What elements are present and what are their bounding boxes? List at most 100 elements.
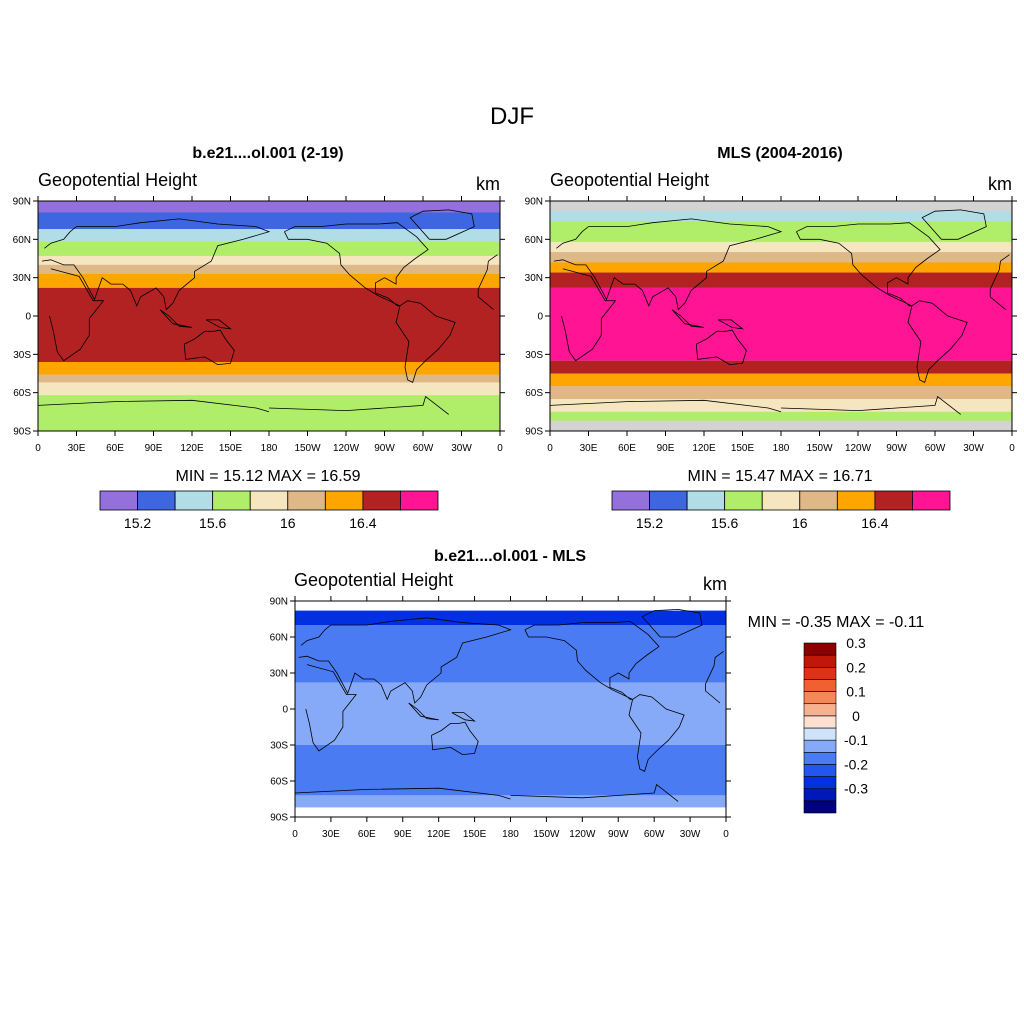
x-tick-label: 180 xyxy=(261,443,278,454)
x-tick-label: 60E xyxy=(618,443,636,454)
left-label: Geopotential Height xyxy=(294,570,453,590)
x-tick-label: 120W xyxy=(333,443,360,454)
colorbar-label: 16 xyxy=(792,515,808,531)
y-tick-label: 90S xyxy=(525,427,543,438)
colorbar-box xyxy=(174,490,214,511)
contour-band xyxy=(550,373,1012,387)
colorbar-box xyxy=(362,490,401,511)
y-tick-label: 60S xyxy=(270,777,288,788)
min-max-label: MIN = 15.12 MAX = 16.59 xyxy=(176,468,361,485)
coastline xyxy=(298,617,724,704)
colorbar-box xyxy=(287,490,326,511)
y-tick-label: 60S xyxy=(525,388,543,399)
x-tick-label: 0 xyxy=(292,829,298,840)
contour-band xyxy=(38,255,500,265)
colorbar-box xyxy=(324,490,364,511)
colorbar-box xyxy=(803,703,837,717)
units-label: km xyxy=(703,574,727,594)
contour-band xyxy=(38,201,500,213)
colorbar-box xyxy=(249,490,289,511)
x-tick-label: 30E xyxy=(322,829,340,840)
x-tick-label: 60W xyxy=(413,443,434,454)
y-tick-label: 90N xyxy=(13,197,31,208)
colorbar-label: 0 xyxy=(852,708,860,724)
page-title: DJF xyxy=(490,103,534,130)
colorbar-box xyxy=(803,727,837,741)
panel-3: b.e21....ol.001 - MLS Geopotential Height… xyxy=(270,548,925,840)
colorbar-box xyxy=(836,490,876,511)
x-tick-label: 150E xyxy=(731,443,755,454)
y-tick-label: 90N xyxy=(270,597,288,608)
y-tick-label: 90S xyxy=(270,813,288,824)
x-tick-label: 60E xyxy=(106,443,124,454)
colorbar-box xyxy=(803,751,837,765)
colorbar-label: 15.2 xyxy=(636,515,663,531)
coastline xyxy=(553,218,1010,311)
x-tick-label: 150E xyxy=(219,443,243,454)
x-tick-label: 30E xyxy=(68,443,86,454)
y-tick-label: 30N xyxy=(525,273,543,284)
x-tick-label: 90W xyxy=(608,829,629,840)
x-tick-label: 0 xyxy=(723,829,729,840)
colorbar-box xyxy=(611,490,650,511)
contour-band xyxy=(38,395,500,431)
colorbar-box xyxy=(799,490,838,511)
coastline xyxy=(408,702,439,721)
coastline xyxy=(183,329,235,366)
contour-band xyxy=(550,211,1012,222)
x-tick-label: 30W xyxy=(451,443,472,454)
colorbar-label: 0.2 xyxy=(846,659,866,675)
x-tick-label: 30W xyxy=(963,443,984,454)
x-tick-label: 180 xyxy=(773,443,790,454)
contour-band xyxy=(295,625,726,683)
x-tick-label: 120W xyxy=(845,443,872,454)
x-tick-label: 120W xyxy=(569,829,596,840)
coastlines xyxy=(294,608,724,802)
colorbar-label: 0.3 xyxy=(846,635,866,651)
colorbar: -0.3 -0.2 -0.1 0 0.1 0.2 0.3 xyxy=(803,635,868,814)
units-label: km xyxy=(988,174,1012,194)
x-tick-label: 30E xyxy=(580,443,598,454)
colorbar-box xyxy=(137,490,176,511)
panel-title: MLS (2004-2016) xyxy=(717,145,842,162)
coastline xyxy=(695,329,747,366)
contour-band xyxy=(550,262,1012,273)
contour-band xyxy=(38,241,500,256)
x-tick-label: 150W xyxy=(294,443,321,454)
colorbar-box xyxy=(803,800,837,814)
contour-band xyxy=(38,273,500,288)
y-tick-label: 0 xyxy=(282,705,288,716)
y-tick-label: 30S xyxy=(270,741,288,752)
x-tick-label: 0 xyxy=(497,443,503,454)
contour-band xyxy=(38,212,500,230)
coastline xyxy=(561,268,1006,362)
coastline xyxy=(431,721,479,756)
x-tick-label: 0 xyxy=(547,443,553,454)
x-tick-label: 150E xyxy=(463,829,487,840)
coastline xyxy=(796,222,941,307)
contour-band xyxy=(550,241,1012,253)
contour-band xyxy=(295,610,726,625)
coastline xyxy=(395,300,456,383)
colorbar-box xyxy=(724,490,763,511)
colorbar-box xyxy=(99,490,138,511)
y-tick-label: 30S xyxy=(13,350,31,361)
coastline xyxy=(41,218,498,311)
x-tick-label: 120E xyxy=(180,443,204,454)
colorbar-box xyxy=(874,490,913,511)
colorbar-box xyxy=(803,776,837,790)
colorbar-label: 15.2 xyxy=(124,515,151,531)
colorbar-label: 0.1 xyxy=(846,684,866,700)
panel-title: b.e21....ol.001 (2-19) xyxy=(192,145,343,162)
coastline xyxy=(409,209,475,240)
contour-band xyxy=(550,287,1012,361)
coastline xyxy=(641,608,703,638)
panel-1: b.e21....ol.001 (2-19) Geopotential Heigh… xyxy=(13,145,505,531)
coastline xyxy=(907,300,968,383)
colorbar-box xyxy=(803,642,837,656)
y-tick-label: 30N xyxy=(270,669,288,680)
colorbar-label: 16.4 xyxy=(861,515,888,531)
x-tick-label: 120E xyxy=(692,443,716,454)
panel-title: b.e21....ol.001 - MLS xyxy=(434,548,586,565)
